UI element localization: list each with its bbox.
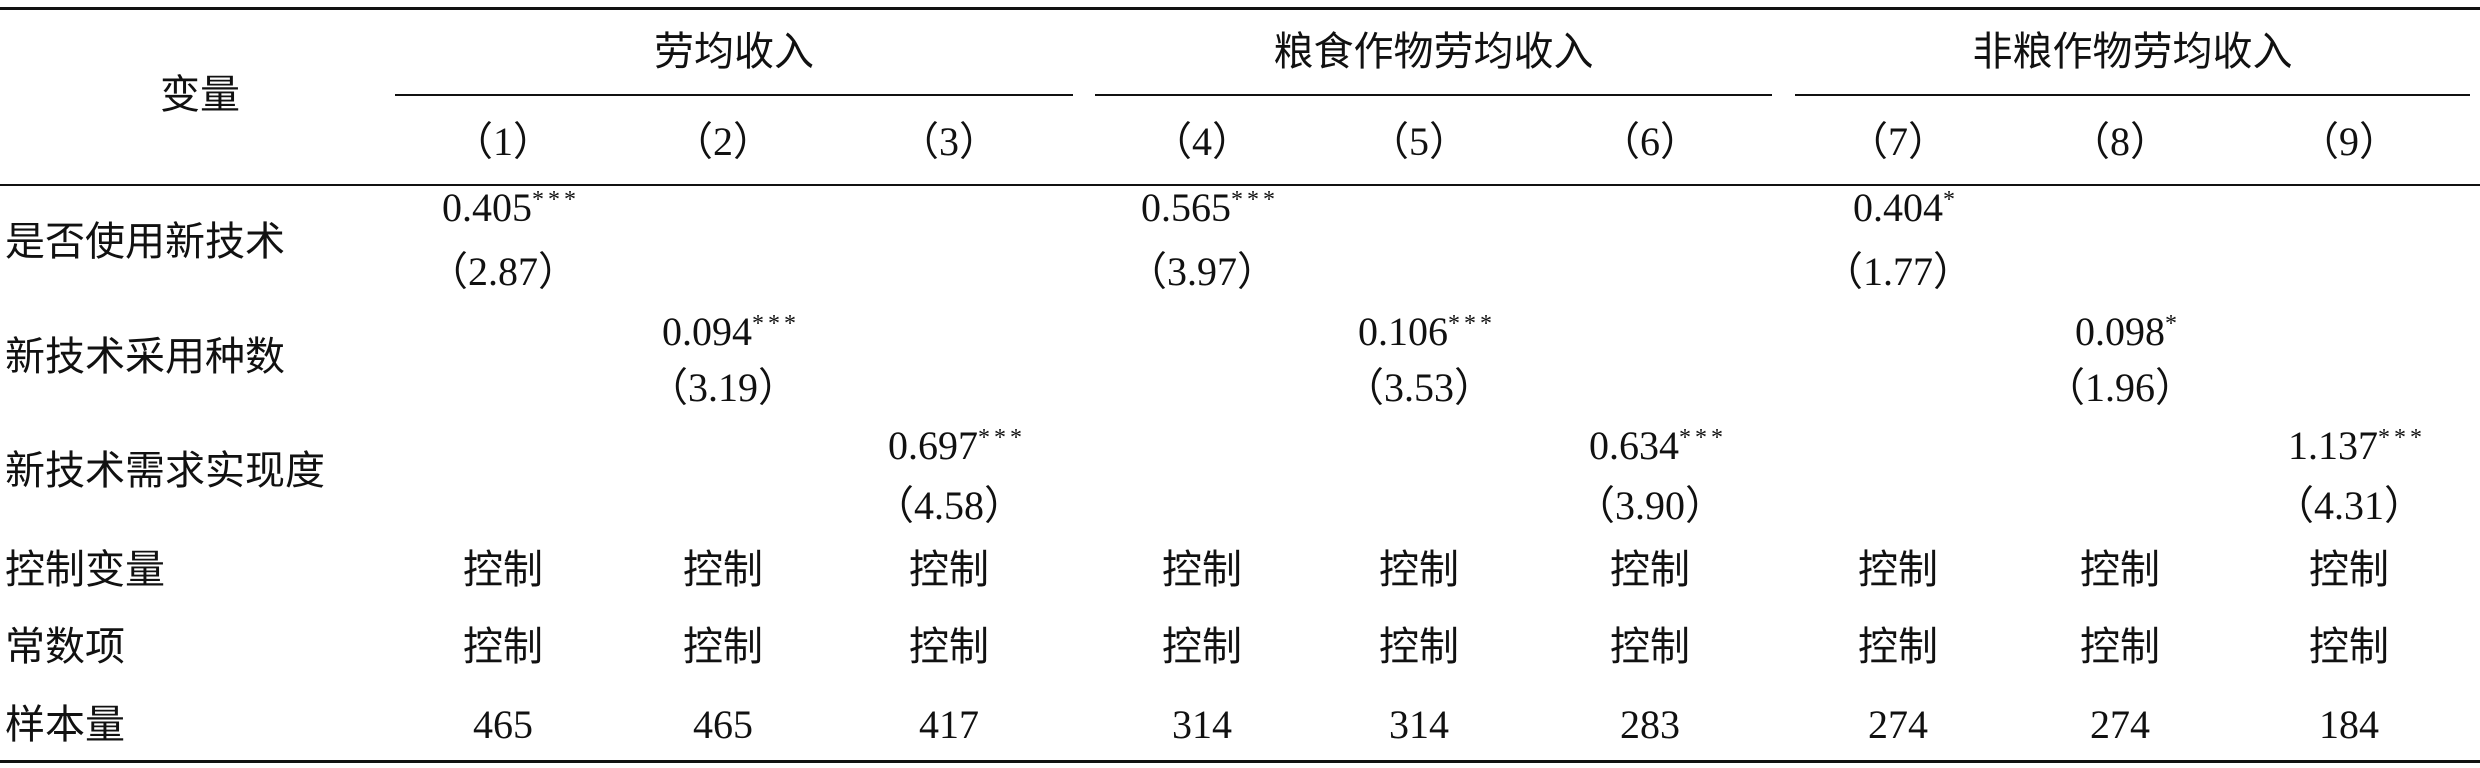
coefficient: 0.098* [2075,312,2181,352]
significance: *** [532,187,580,213]
cell: 控制 [683,547,763,592]
cell: 控制 [463,624,543,669]
cell: 314 [1389,702,1449,747]
significance: *** [752,311,800,337]
coef-value: 0.098 [2075,309,2165,354]
coefficient: 0.565*** [1141,188,1279,228]
cell: 控制 [1162,624,1242,669]
column-header: （7） [1848,119,1948,164]
column-header: （6） [1600,119,1700,164]
cell: 283 [1620,702,1680,747]
cell: 417 [919,702,979,747]
bottom-rule [0,760,2480,763]
coef-value: 0.697 [888,423,978,468]
coefficient: 0.405*** [442,188,580,228]
row-label: 样本量 [5,702,125,747]
group-rule [395,94,1073,96]
significance: *** [1679,425,1727,451]
cell: 控制 [463,547,543,592]
group-header: 粮食作物劳均收入 [1273,29,1594,74]
column-header: （5） [1369,119,1469,164]
cell: 控制 [1162,547,1242,592]
coefficient: 0.404* [1853,188,1959,228]
t-statistic: （3.53） [1344,365,1494,410]
row-label: 常数项 [5,624,125,669]
coef-value: 0.094 [662,309,752,354]
coefficient: 1.137*** [2288,426,2426,466]
group-header: 非粮作物劳均收入 [1972,29,2293,74]
t-statistic: （1.96） [2045,365,2195,410]
coef-value: 0.634 [1589,423,1679,468]
cell: 控制 [1379,547,1459,592]
row-label: 新技术需求实现度 [5,448,325,493]
column-header: （2） [673,119,773,164]
column-header: （9） [2299,119,2399,164]
cell: 控制 [909,624,989,669]
cell: 控制 [1379,624,1459,669]
t-statistic: （3.97） [1127,249,1277,294]
cell: 控制 [1858,547,1938,592]
coefficient: 0.697*** [888,426,1026,466]
coef-value: 0.106 [1358,309,1448,354]
coefficient: 0.634*** [1589,426,1727,466]
coef-value: 0.404 [1853,185,1943,230]
column-header: （4） [1152,119,1252,164]
significance: * [1943,187,1959,213]
coefficient: 0.106*** [1358,312,1496,352]
cell: 314 [1172,702,1232,747]
cell: 控制 [683,624,763,669]
coefficient: 0.094*** [662,312,800,352]
row-label: 控制变量 [5,547,165,592]
coef-value: 0.565 [1141,185,1231,230]
coef-value: 1.137 [2288,423,2378,468]
cell: 274 [1868,702,1928,747]
t-statistic: （3.90） [1575,483,1725,528]
cell: 控制 [1610,547,1690,592]
significance: *** [1231,187,1279,213]
significance: *** [978,425,1026,451]
significance: *** [1448,311,1496,337]
t-statistic: （1.77） [1823,249,1973,294]
column-header: （8） [2070,119,2170,164]
cell: 274 [2090,702,2150,747]
cell: 控制 [2080,624,2160,669]
significance: * [2165,311,2181,337]
group-rule [1095,94,1772,96]
column-header: （3） [899,119,999,164]
row-label: 是否使用新技术 [5,219,285,264]
column-header: （1） [453,119,553,164]
variable-header: 变量 [160,72,240,117]
cell: 控制 [909,547,989,592]
header-rule [0,184,2480,186]
cell: 465 [473,702,533,747]
cell: 控制 [1858,624,1938,669]
row-label: 新技术采用种数 [5,334,285,379]
cell: 控制 [2309,547,2389,592]
t-statistic: （4.58） [874,483,1024,528]
cell: 465 [693,702,753,747]
coef-value: 0.405 [442,185,532,230]
cell: 184 [2319,702,2379,747]
top-rule [0,7,2480,10]
cell: 控制 [2309,624,2389,669]
t-statistic: （3.19） [648,365,798,410]
cell: 控制 [2080,547,2160,592]
group-header: 劳均收入 [654,29,814,74]
t-statistic: （2.87） [428,249,578,294]
group-rule [1795,94,2470,96]
t-statistic: （4.31） [2274,483,2424,528]
cell: 控制 [1610,624,1690,669]
significance: *** [2378,425,2426,451]
